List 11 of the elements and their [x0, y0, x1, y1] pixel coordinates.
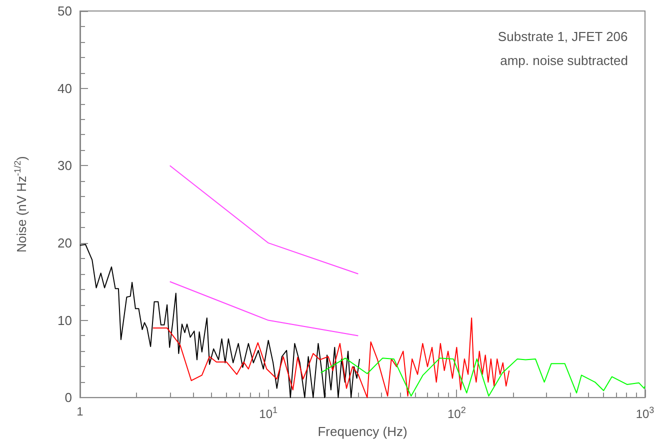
annotation: amp. noise subtracted	[500, 53, 628, 68]
x-axis-title: Frequency (Hz)	[318, 424, 408, 439]
y-tick-label: 10	[58, 312, 72, 328]
annotation: Substrate 1, JFET 206	[498, 29, 628, 44]
y-tick-label: 20	[58, 235, 72, 250]
y-tick-label: 30	[58, 158, 72, 174]
y-tick-label: 50	[58, 4, 72, 18]
y-tick-label: 40	[58, 80, 72, 96]
y-tick-label: 0	[64, 390, 72, 406]
x-tick-label: 1	[76, 404, 84, 419]
y-axis-title: Noise (nV Hz-1/2)	[12, 156, 29, 253]
